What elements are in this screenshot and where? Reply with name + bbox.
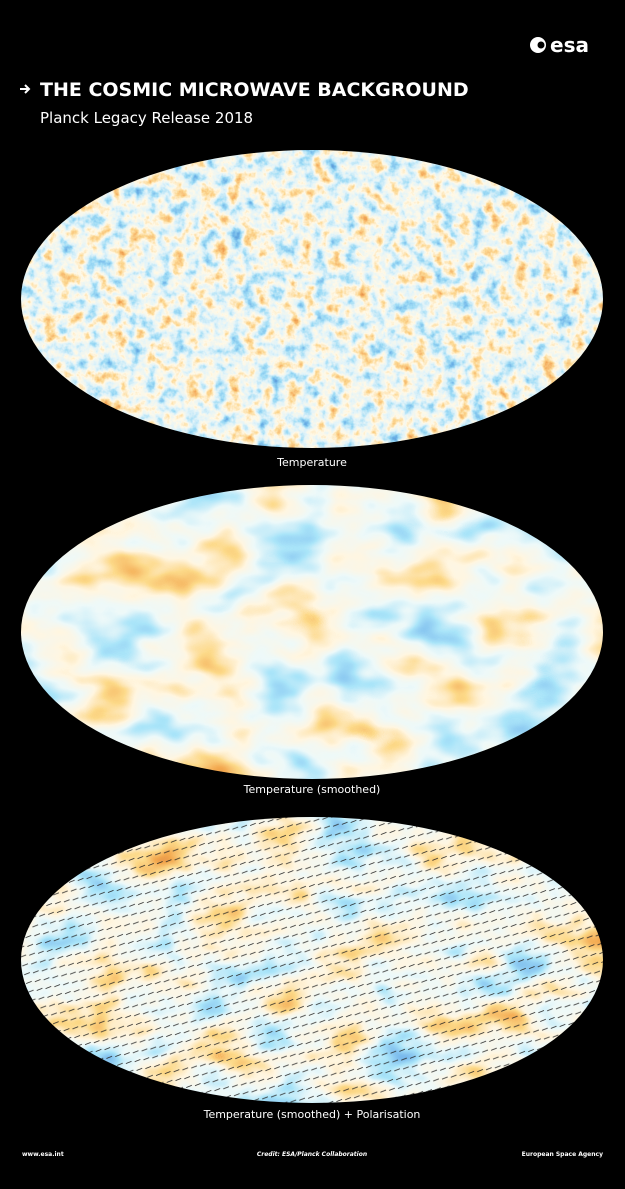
smoothed-map bbox=[21, 485, 603, 779]
credit: Credit: ESA/Planck Collaboration bbox=[257, 1151, 367, 1158]
title: THE COSMIC MICROWAVE BACKGROUND bbox=[40, 79, 469, 101]
website: www.esa.int bbox=[22, 1151, 64, 1158]
map-caption: Temperature (smoothed) + Polarisation bbox=[203, 1108, 421, 1121]
agency: European Space Agency bbox=[522, 1151, 603, 1158]
temperature-map bbox=[21, 150, 603, 448]
map-caption: Temperature bbox=[276, 456, 347, 469]
logo-text: esa bbox=[550, 33, 589, 57]
subtitle: Planck Legacy Release 2018 bbox=[40, 109, 253, 127]
polarisation-map bbox=[21, 817, 603, 1103]
arrow-icon bbox=[20, 84, 31, 94]
map-caption: Temperature (smoothed) bbox=[243, 783, 381, 796]
esa-logo: esa bbox=[530, 33, 589, 57]
